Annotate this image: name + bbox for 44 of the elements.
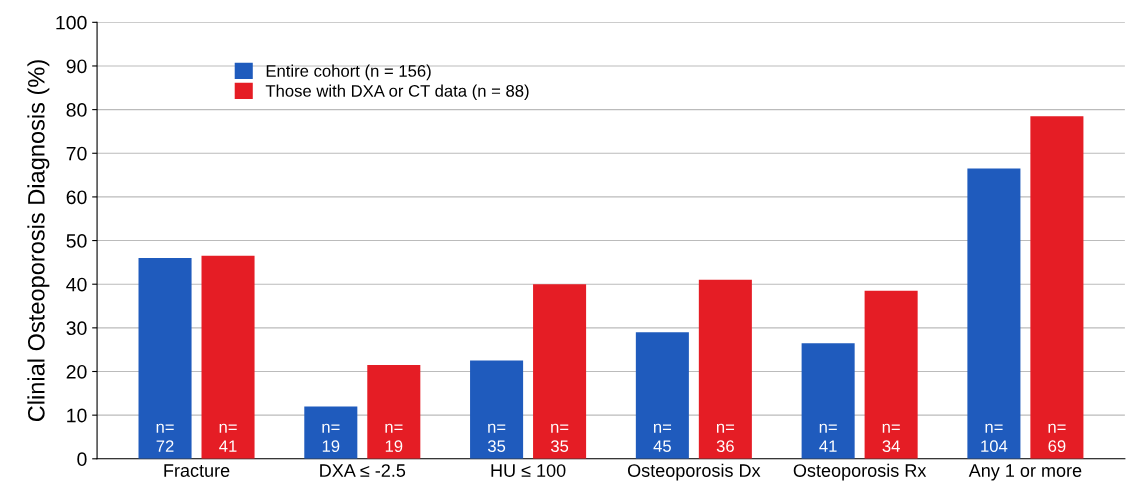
x-tick-label: Osteoporosis Dx (627, 463, 761, 481)
y-tick-label: 70 (66, 146, 87, 161)
annotation: n= 19 (385, 423, 403, 453)
y-tick-label: 20 (66, 364, 87, 379)
bar (967, 168, 1021, 459)
y-tick-label: 40 (66, 277, 87, 292)
bar (201, 255, 255, 459)
y-tick-label: 30 (66, 321, 87, 336)
annotation: n= 45 (653, 423, 672, 453)
annotation: n= 104 (981, 423, 1008, 453)
x-tick-label: HU ≤ 100 (491, 464, 566, 477)
x-tick-label: Any 1 or more (968, 464, 1082, 481)
y-tick-label: 60 (66, 190, 87, 205)
y-tick-label: 0 (77, 452, 87, 467)
annotation: n= 35 (487, 423, 506, 453)
bar (533, 284, 587, 459)
bar (138, 258, 192, 459)
x-tick-label: Fracture (164, 464, 230, 477)
annotation: n= 35 (550, 423, 569, 453)
y-tick-label: 80 (66, 103, 87, 117)
annotation: n= 41 (819, 423, 837, 452)
legend-label: Entire cohort (n = 156) (266, 64, 431, 81)
y-tick-label: 50 (66, 234, 87, 248)
bar (698, 279, 752, 459)
annotation: n= 72 (156, 423, 174, 452)
bar (1030, 116, 1084, 459)
y-tick-label: 90 (66, 59, 87, 74)
y-tick-label: 10 (67, 408, 87, 423)
x-tick-label: DXA ≤ -2.5 (320, 464, 406, 477)
bar (864, 290, 918, 459)
annotation: n= 19 (322, 423, 340, 453)
bar (635, 332, 689, 459)
annotation: n= 69 (1048, 423, 1066, 453)
annotation: n= 36 (716, 423, 735, 453)
bar (801, 343, 855, 459)
annotation: n= 41 (219, 423, 237, 452)
y-tick-label: 100 (56, 15, 87, 30)
annotation: n= 34 (882, 423, 900, 453)
bar (304, 406, 358, 459)
legend-label: Those with DXA or CT data (n = 88) (265, 84, 529, 101)
bar (367, 364, 421, 459)
y-axis-title: Clinial Osteoporosis Diagnosis (%) (27, 60, 50, 422)
x-tick-label: Osteoporosis Rx (793, 463, 927, 481)
bar (470, 360, 524, 459)
